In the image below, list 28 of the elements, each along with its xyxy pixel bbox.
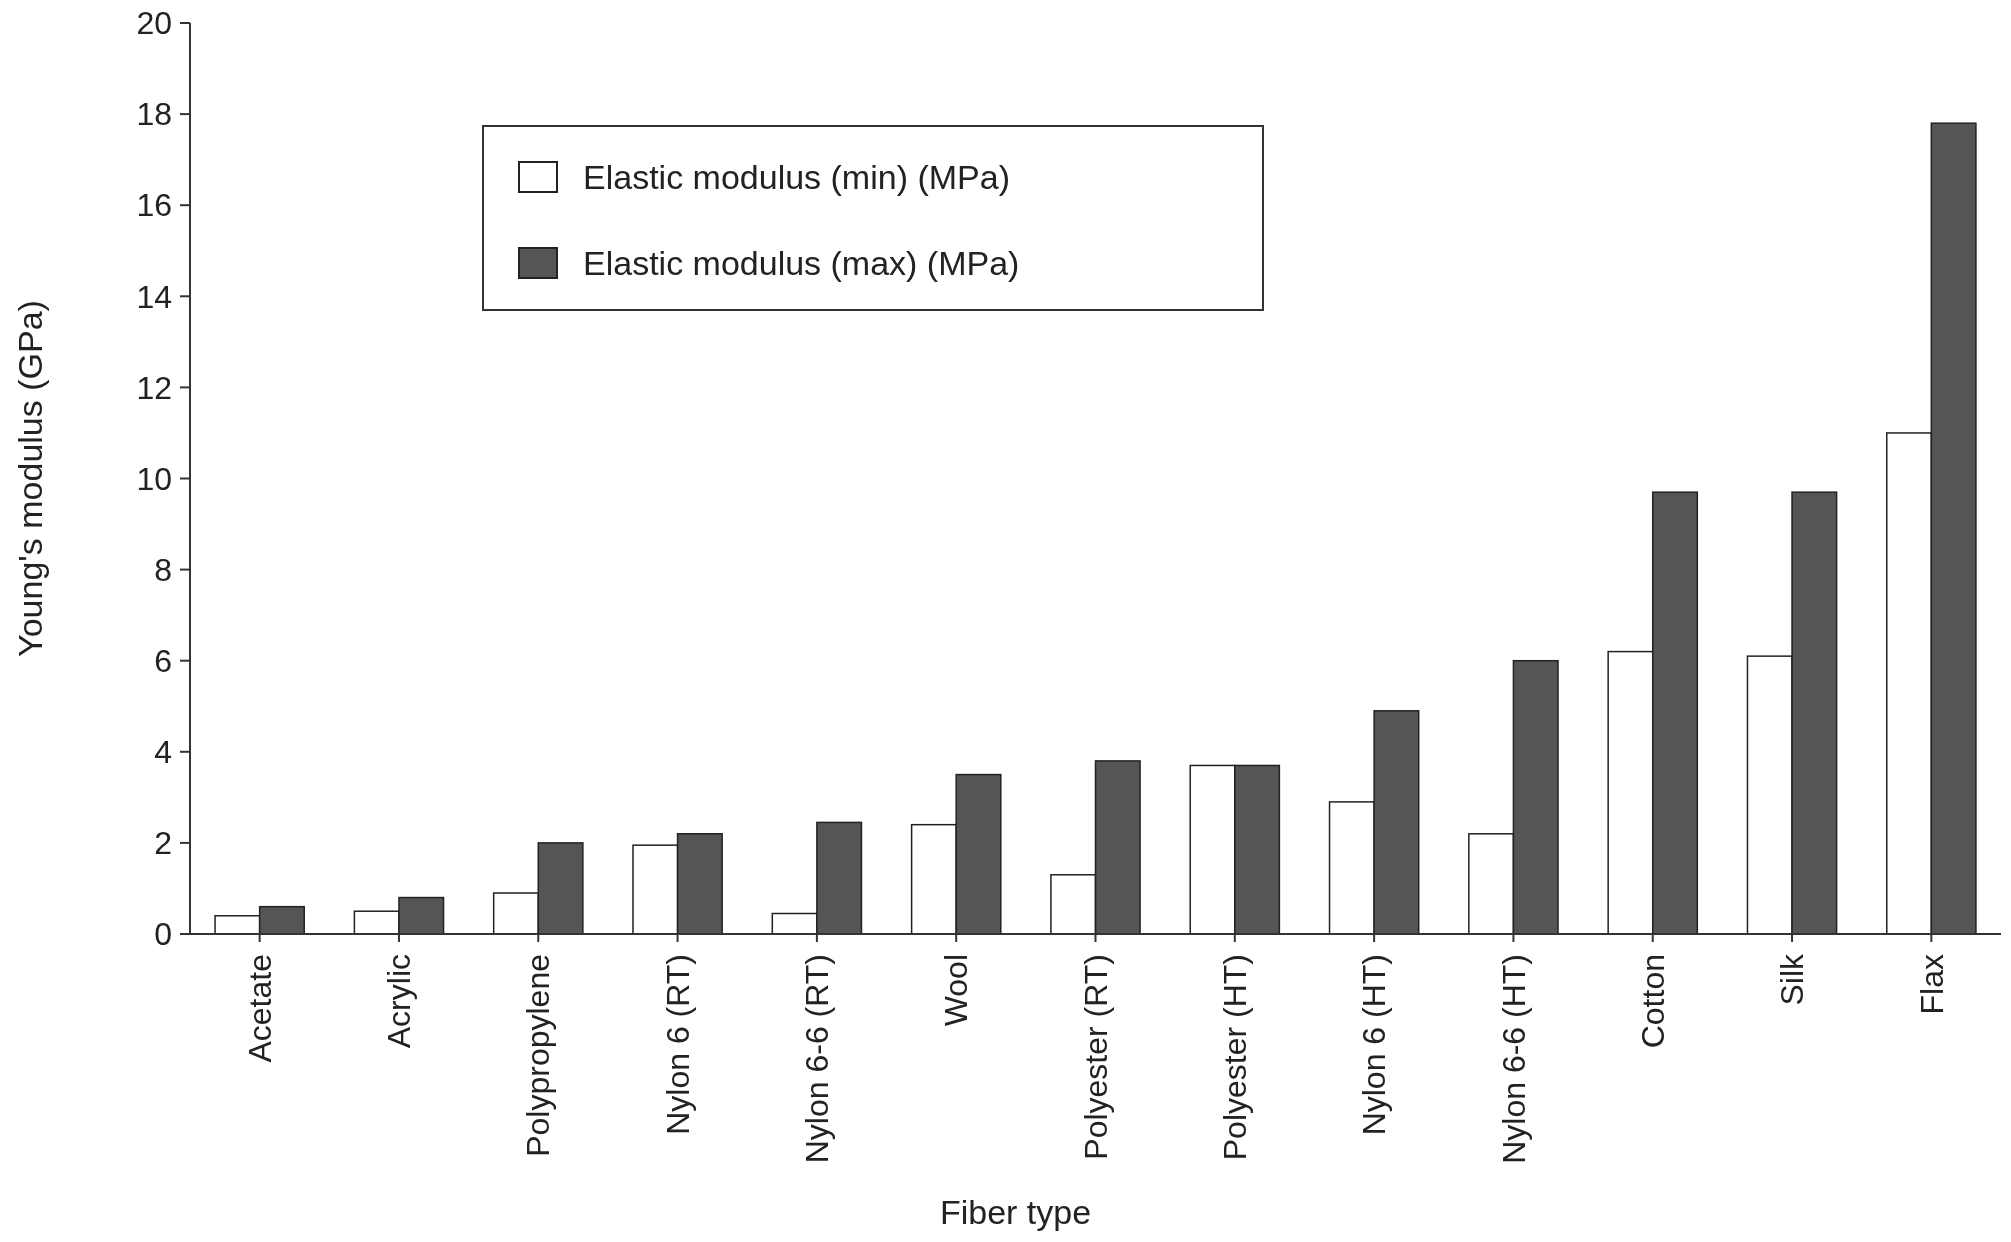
x-tick-label: Wool bbox=[938, 954, 975, 1027]
y-tick-label: 4 bbox=[154, 734, 172, 770]
x-tick-label: Nylon 6-6 (RT) bbox=[799, 954, 836, 1164]
x-tick-label: Acetate bbox=[241, 954, 278, 1063]
legend-label: Elastic modulus (min) (MPa) bbox=[583, 157, 1010, 196]
y-tick-label: 12 bbox=[136, 369, 172, 406]
y-axis-title: Young's modulus (GPa) bbox=[11, 300, 49, 657]
y-tick-label: 2 bbox=[154, 825, 172, 862]
x-tick-label: Flax bbox=[1913, 954, 1950, 1015]
y-tick-label: 6 bbox=[154, 642, 172, 679]
x-tick-label: Nylon 6 (HT) bbox=[1356, 954, 1393, 1136]
y-tick-label: 14 bbox=[136, 278, 172, 315]
y-tick-label: 18 bbox=[136, 96, 172, 133]
x-tick-label: Nylon 6 (RT) bbox=[659, 954, 696, 1135]
x-tick-label: Nylon 6-6 (HT) bbox=[1495, 954, 1532, 1164]
y-tick-label: 10 bbox=[136, 460, 172, 497]
x-tick-label: Polyester (HT) bbox=[1217, 954, 1254, 1161]
legend-label: Elastic modulus (max) (MPa) bbox=[583, 243, 1020, 282]
x-tick-label: Acrylic bbox=[381, 954, 418, 1049]
x-tick-label: Silk bbox=[1774, 953, 1811, 1006]
x-tick-label: Cotton bbox=[1634, 954, 1671, 1049]
x-tick-label: Polyester (RT) bbox=[1077, 954, 1114, 1160]
y-tick-label: 20 bbox=[136, 5, 172, 42]
x-axis-title: Fiber type bbox=[939, 1193, 1092, 1231]
y-tick-label: 0 bbox=[154, 916, 172, 953]
x-tick-label: Polypropylene bbox=[520, 954, 557, 1157]
y-tick-label: 8 bbox=[154, 551, 172, 588]
y-tick-label: 16 bbox=[136, 187, 172, 224]
